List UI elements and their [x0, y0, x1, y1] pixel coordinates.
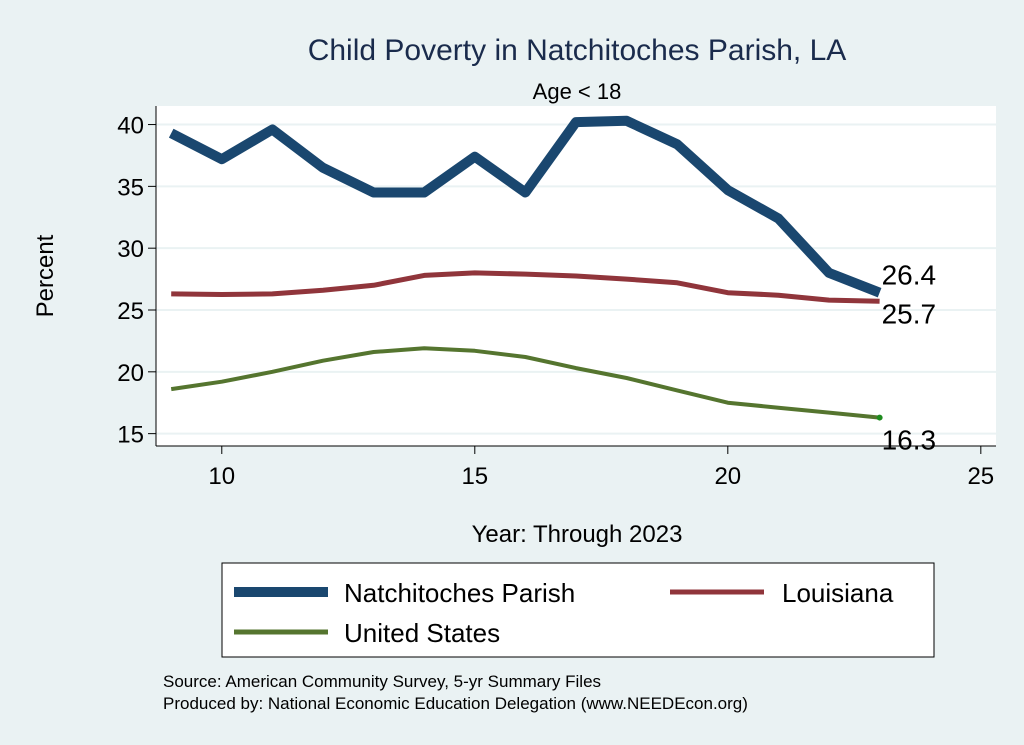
y-tick-label: 15 [117, 422, 144, 449]
end-value-label: 26.4 [882, 260, 937, 291]
y-tick-label: 20 [117, 360, 144, 387]
series-lines [168, 115, 883, 421]
legend-label-united-states: United States [344, 618, 500, 648]
legend-box [221, 562, 935, 658]
end-value-label: 16.3 [882, 425, 937, 456]
series-line-united-states [170, 346, 880, 420]
end-labels: 26.4 25.7 16.3 [882, 260, 937, 456]
legend-label-natchitoches: Natchitoches Parish [344, 578, 575, 608]
legend-label-louisiana: Louisiana [782, 578, 894, 608]
x-tick-label: 25 [967, 463, 994, 490]
end-value-label: 25.7 [882, 298, 937, 329]
axis-ticks: 15 20 25 30 35 40 10 15 20 25 [117, 113, 994, 490]
y-tick-label: 30 [117, 236, 144, 263]
x-axis-title: Year: Through 2023 [472, 521, 683, 548]
x-tick-label: 10 [208, 463, 235, 490]
y-tick-label: 25 [117, 298, 144, 325]
legend: Natchitoches Parish Louisiana United Sta… [221, 562, 935, 658]
series-line-louisiana [171, 270, 880, 304]
y-axis-title: Percent [32, 234, 59, 317]
x-tick-label: 20 [714, 463, 741, 490]
y-tick-label: 40 [117, 113, 144, 140]
chart-subtitle: Age < 18 [533, 79, 622, 104]
end-point-marker [876, 414, 883, 421]
source-note: Source: American Community Survey, 5-yr … [163, 672, 601, 691]
x-tick-label: 15 [461, 463, 488, 490]
y-tick-label: 35 [117, 174, 144, 201]
chart-title: Child Poverty in Natchitoches Parish, LA [308, 34, 847, 67]
produced-by-note: Produced by: National Economic Education… [163, 694, 748, 713]
series-line-natchitoches-parish [168, 115, 882, 298]
